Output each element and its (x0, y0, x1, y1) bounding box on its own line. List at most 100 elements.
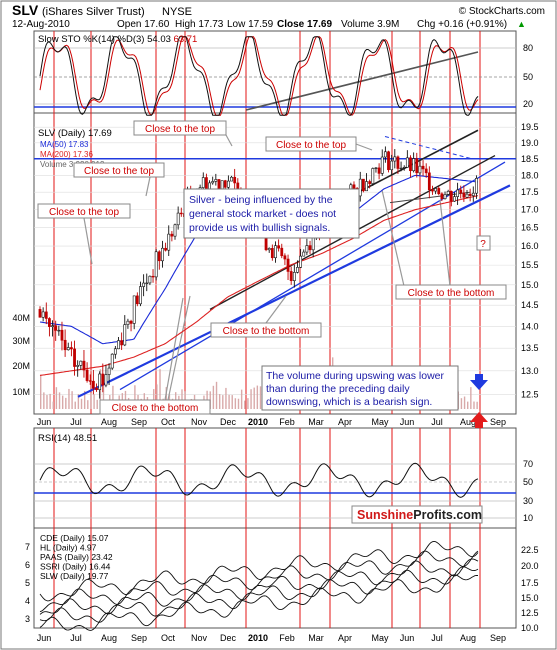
header-name: (iShares Silver Trust) (42, 6, 145, 18)
price-body (299, 255, 303, 268)
price-body (98, 373, 102, 390)
rsi-tick-label: 10 (523, 513, 533, 523)
price-body (107, 367, 111, 375)
pointer-bottom-3 (164, 297, 184, 401)
header-change: Chg +0.16 (+0.91%) (417, 19, 507, 30)
rsi-tick-label: 70 (523, 459, 533, 469)
price-body (142, 282, 146, 287)
price-body (443, 194, 447, 199)
price-body (427, 172, 431, 191)
stoch-d-line (39, 36, 479, 116)
price-body (48, 318, 51, 327)
stoch-tick-label: 50 (523, 72, 533, 82)
price-body (79, 360, 83, 366)
price-body (167, 233, 171, 251)
price-body (361, 178, 365, 192)
header-date: 12-Aug-2010 (12, 19, 70, 30)
price-body (283, 255, 287, 260)
price-body (371, 168, 375, 184)
volume-bar (102, 385, 105, 409)
logo-text: SunshineProfits.com (357, 508, 482, 522)
price-body (437, 188, 441, 195)
compare-legend-item: SLW (Daily) 19.77 (40, 571, 109, 581)
price-body (157, 251, 161, 262)
price-body (302, 251, 306, 257)
stoch-k-line (39, 36, 479, 116)
volume-bar (52, 401, 54, 409)
price-body (117, 340, 120, 350)
price-body (405, 157, 409, 168)
price-body (280, 247, 284, 257)
pointer-bottom-2b (439, 199, 451, 287)
annotation-bottom-2: Close to the bottom (395, 284, 507, 300)
volume-bar (215, 381, 218, 409)
compare-line (39, 550, 479, 613)
x-axis-label-bottom: Jun (400, 633, 415, 643)
price-body (377, 167, 381, 174)
volume-bar (153, 389, 155, 409)
x-axis-label: Jul (70, 417, 82, 427)
price-body (173, 224, 177, 237)
price-body (274, 245, 277, 259)
price-body (211, 181, 215, 184)
price-body (201, 177, 205, 188)
price-body (223, 180, 227, 188)
compare-legend-item: SSRI (Daily) 16.44 (40, 562, 111, 572)
price-body (462, 192, 466, 198)
header-open: Open 17.60 (117, 19, 170, 30)
price-body (365, 181, 368, 192)
volume-bar (93, 394, 95, 409)
annotation-top-1-text: Close to the top (49, 207, 119, 218)
price-body (145, 282, 149, 285)
price-body (38, 309, 42, 318)
x-axis-label-bottom: Oct (161, 633, 176, 643)
stoch-label: Slow STO %K(14) %D(3) 54.03 63.71 (38, 34, 197, 45)
annotation-question: ? (476, 235, 491, 251)
price-body (60, 329, 64, 341)
price-body (424, 168, 428, 174)
price-body (123, 324, 127, 346)
volume-bar (244, 400, 246, 409)
price-tick-label: 17.5 (521, 187, 539, 197)
compare-line (39, 574, 479, 631)
x-axis-label: Sep (131, 417, 147, 427)
price-body (434, 188, 438, 192)
price-body (305, 245, 309, 253)
volume-bar (237, 398, 240, 409)
price-body (393, 156, 397, 162)
volume-bar (247, 398, 249, 409)
header-low: Low 17.59 (227, 19, 274, 30)
volume-bar (90, 392, 92, 409)
price-body (230, 176, 233, 182)
price-body (449, 191, 453, 202)
price-body (399, 167, 403, 170)
compare-legend-item: PAAS (Daily) 23.42 (40, 552, 113, 562)
price-body (110, 353, 114, 369)
annotation-bottom-1: Close to the bottom (210, 322, 322, 338)
volume-bar (46, 395, 48, 409)
volume-bar (87, 400, 89, 409)
price-tick-label: 12.5 (521, 389, 539, 399)
price-body (421, 165, 425, 170)
annotation-top-3: Close to the top (133, 120, 227, 136)
price-body (113, 348, 117, 355)
x-axis-label: Apr (338, 417, 352, 427)
x-axis-label-bottom: Feb (279, 633, 295, 643)
x-axis-label-bottom: Jun (37, 633, 52, 643)
compare-line (39, 558, 479, 615)
x-axis-label-bottom: Nov (191, 633, 208, 643)
compare-right-tick: 17.5 (521, 578, 539, 588)
volume-bar (256, 385, 259, 409)
comment-box-silver: Silver - being influenced by the general… (183, 188, 360, 239)
volume-bar (250, 389, 252, 409)
compare-line (39, 566, 479, 623)
price-body (431, 189, 434, 192)
price-body (277, 245, 281, 249)
price-body (161, 247, 164, 262)
price-body (135, 295, 139, 305)
pointer-bottom-1 (265, 295, 287, 324)
price-body (220, 180, 224, 190)
header-close: Close 17.69 (277, 19, 332, 30)
